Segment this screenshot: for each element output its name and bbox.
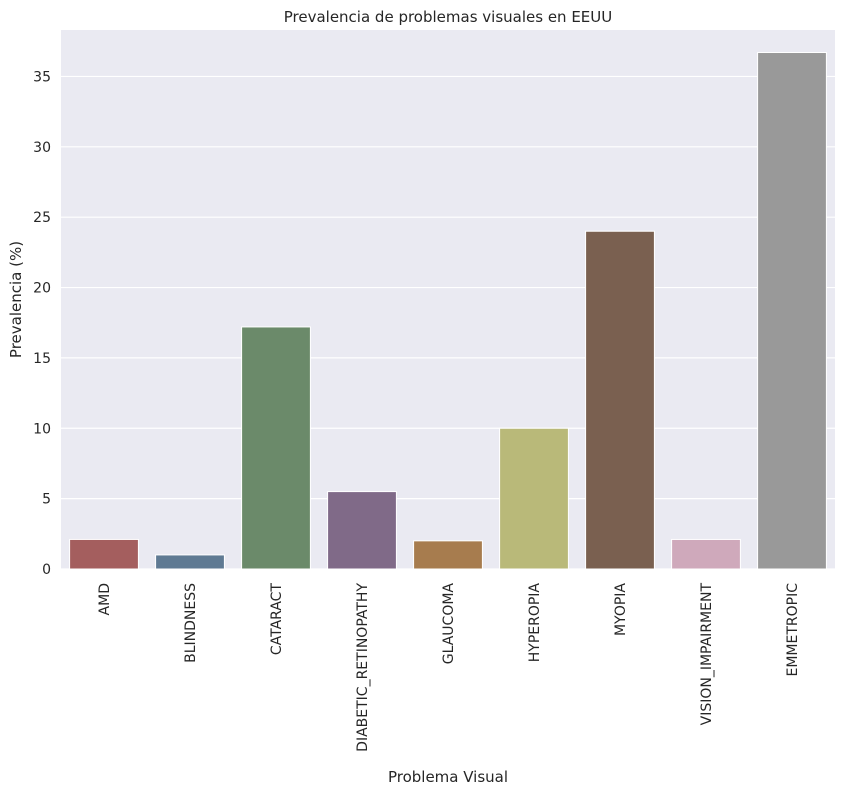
- grid-lines: [61, 75, 835, 570]
- y-tick-label: 15: [33, 351, 51, 367]
- x-tick-label: VISION_IMPAIRMENT: [699, 583, 715, 726]
- y-axis-label: Prevalencia (%): [7, 241, 25, 358]
- bar-diabetic-retinopathy: [327, 491, 397, 570]
- x-axis-label: Problema Visual: [388, 768, 508, 786]
- y-tick-labels: 0 5 10 15 20 25 30 35: [33, 69, 51, 578]
- x-tick-label: EMMETROPIC: [785, 583, 801, 677]
- y-tick-label: 30: [33, 140, 51, 156]
- y-tick-label: 25: [33, 210, 51, 226]
- x-tick-label: MYOPIA: [613, 583, 629, 636]
- bar-amd: [69, 538, 139, 570]
- bar-glaucoma: [413, 540, 483, 570]
- y-tick-label: 10: [33, 421, 51, 437]
- x-tick-labels: AMD BLINDNESS CATARACT DIABETIC_RETINOPATHY…: [97, 583, 801, 752]
- x-tick-label: BLINDNESS: [183, 583, 199, 663]
- x-tick-label: AMD: [97, 583, 113, 615]
- chart-title: Prevalencia de problemas visuales en EEU…: [284, 8, 613, 26]
- bar-blindness: [155, 554, 225, 570]
- x-tick-label: GLAUCOMA: [441, 583, 457, 665]
- x-tick-label: DIABETIC_RETINOPATHY: [355, 583, 371, 752]
- bar-cataract: [241, 326, 311, 570]
- x-tick-label: CATARACT: [269, 583, 285, 656]
- x-tick-label: HYPEROPIA: [527, 583, 543, 663]
- bar-hyperopia: [499, 427, 569, 570]
- y-tick-label: 0: [42, 562, 51, 578]
- plot-area: [61, 30, 835, 569]
- bar-emmetropic: [757, 52, 827, 570]
- y-tick-label: 5: [42, 492, 51, 508]
- y-tick-label: 35: [33, 69, 51, 85]
- bar-myopia: [585, 230, 655, 570]
- bars: [69, 52, 827, 570]
- y-tick-label: 20: [33, 281, 51, 297]
- bar-vision-impairment: [671, 538, 741, 570]
